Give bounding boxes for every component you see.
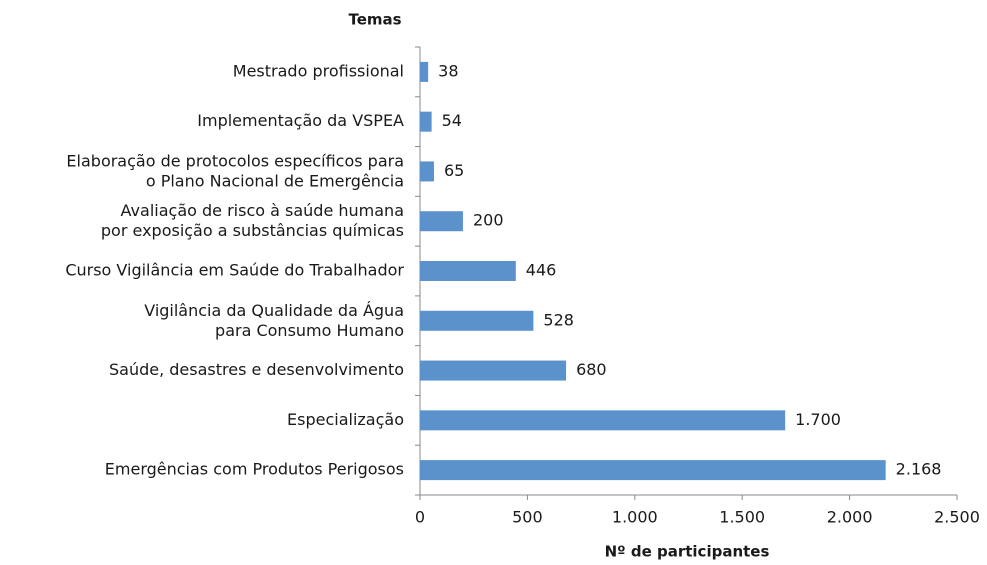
x-tick-label: 0 — [415, 508, 425, 527]
x-axis-title: Nº de participantes — [605, 543, 770, 561]
y-tick-label: Avaliação de risco à saúde humana por exp… — [101, 201, 404, 240]
y-axis-title: Temas — [348, 11, 401, 29]
bar — [420, 111, 432, 132]
bar — [420, 61, 429, 82]
value-label: 2.168 — [896, 460, 942, 479]
y-tick-label: Mestrado profissional — [233, 61, 404, 80]
value-label: 54 — [442, 111, 462, 130]
bar — [420, 161, 434, 182]
value-label: 38 — [438, 61, 458, 80]
bar — [420, 261, 516, 281]
value-label: 680 — [576, 360, 607, 379]
y-tick-label: Saúde, desastres e desenvolvimento — [109, 360, 404, 379]
x-tick-label: 2.500 — [934, 508, 980, 527]
bar — [420, 410, 786, 431]
bar — [420, 211, 463, 232]
y-tick-label: Implementação da VSPEA — [197, 111, 404, 130]
y-tick-label: Especialização — [287, 410, 404, 429]
bar — [420, 310, 534, 331]
value-label: 65 — [444, 161, 464, 180]
x-tick-label: 500 — [512, 508, 543, 527]
y-tick-label: Vigilância da Qualidade da Água para Cons… — [144, 300, 404, 339]
bar — [420, 460, 886, 481]
bar — [420, 360, 567, 381]
value-label: 528 — [543, 310, 574, 329]
y-tick-label: Curso Vigilância em Saúde do Trabalhador — [65, 261, 404, 280]
value-label: 1.700 — [795, 410, 841, 429]
y-tick-label: Elaboração de protocolos específicos par… — [66, 151, 404, 190]
x-tick-label: 1.500 — [719, 508, 765, 527]
y-tick-label: Emergências com Produtos Perigosos — [105, 460, 404, 479]
value-label: 200 — [473, 211, 504, 230]
value-label: 446 — [526, 261, 557, 280]
x-tick-label: 2.000 — [827, 508, 873, 527]
x-tick-label: 1.000 — [612, 508, 658, 527]
